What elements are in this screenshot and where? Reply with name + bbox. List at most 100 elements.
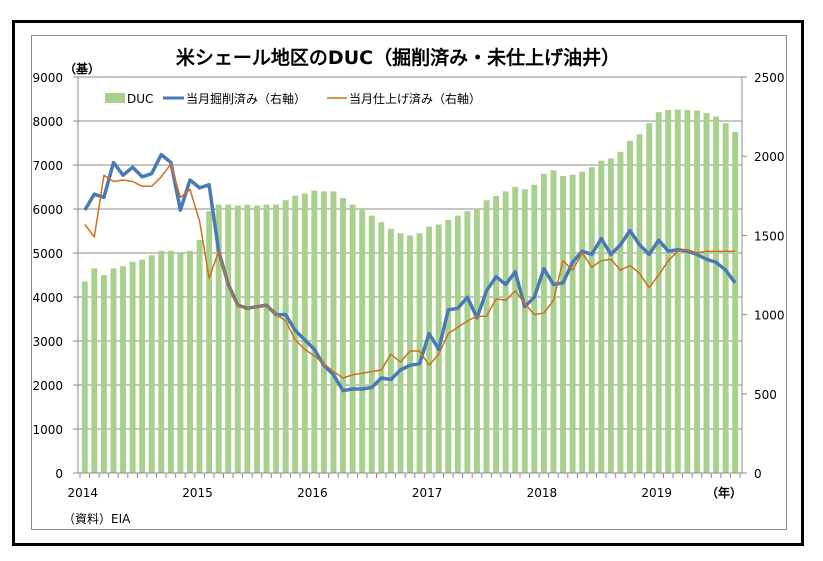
duc-bar (120, 266, 127, 473)
left-tick-label: 4000 (32, 291, 63, 305)
duc-bar (177, 253, 184, 473)
duc-bar (521, 189, 528, 473)
right-tick-label: 500 (754, 388, 777, 402)
duc-bar (340, 198, 347, 473)
duc-bar (139, 259, 146, 473)
left-tick-label: 8000 (32, 115, 63, 129)
right-tick-label: 2500 (754, 71, 785, 85)
duc-bar (512, 187, 519, 473)
duc-bar (493, 195, 500, 474)
duc-bar (674, 109, 681, 473)
legend: DUC 当月掘削済み（右軸） 当月仕上げ済み（右軸） (105, 91, 481, 106)
year-label: 2019 (641, 486, 672, 500)
duc-bars (81, 109, 739, 474)
duc-bar (330, 191, 337, 473)
duc-bar (301, 193, 308, 473)
left-tick-label: 3000 (32, 335, 63, 349)
duc-bar (636, 134, 643, 473)
drilled-line (83, 152, 737, 393)
left-tick-label: 1000 (32, 423, 63, 437)
source-note: （資料）EIA (63, 512, 131, 526)
year-label: 2015 (182, 486, 213, 500)
duc-bar (129, 261, 136, 473)
duc-bar (273, 204, 280, 473)
chart-title: 米シェール地区のDUC（掘削済み・未仕上げ油井） (176, 46, 620, 69)
duc-bar (158, 250, 165, 473)
duc-bar (722, 123, 729, 473)
duc-bar (655, 112, 662, 473)
chart-outer-frame (12, 20, 804, 546)
legend-label-completed: 当月仕上げ済み（右軸） (349, 91, 481, 106)
duc-bar (473, 209, 480, 473)
year-label: 2018 (527, 486, 558, 500)
duc-bar (713, 116, 720, 473)
duc-bar (110, 268, 117, 473)
chart-inner-frame (31, 35, 787, 530)
left-axis-unit: （基） (64, 61, 100, 76)
duc-bar (187, 250, 193, 473)
duc-bar (253, 205, 260, 474)
duc-bar (665, 110, 672, 473)
duc-bar (531, 184, 538, 474)
year-label: 2016 (297, 486, 328, 500)
duc-bar (416, 233, 423, 473)
duc-bar (282, 200, 289, 473)
duc-bar (607, 158, 614, 473)
duc-bar (215, 204, 222, 473)
duc-bar (234, 205, 241, 474)
duc-bar (387, 228, 394, 473)
duc-bar (311, 190, 318, 473)
duc-bar (81, 281, 88, 473)
duc-bar (598, 160, 605, 473)
duc-bar (454, 215, 461, 473)
duc-bar (244, 204, 251, 473)
duc-bar (579, 171, 586, 473)
axes: 0 1000 2000 3000 4000 5000 6000 7000 8000 9000 0 50… (32, 71, 784, 500)
right-tick-label: 1000 (754, 309, 785, 323)
duc-bar (483, 200, 490, 473)
duc-bar (684, 110, 691, 473)
duc-bar (464, 211, 471, 473)
duc-bar (196, 239, 203, 473)
duc-bar (560, 176, 567, 473)
duc-bar (349, 204, 356, 473)
duc-bar (627, 140, 633, 474)
duc-bar (646, 123, 653, 473)
left-tick-label: 7000 (32, 159, 63, 173)
duc-bar (292, 195, 299, 474)
duc-bar (693, 110, 700, 473)
year-label: 2017 (412, 486, 443, 500)
duc-bar (588, 167, 595, 473)
left-tick-label: 6000 (32, 203, 63, 217)
duc-bar (550, 170, 557, 473)
duc-bar (368, 215, 375, 473)
duc-bar (91, 268, 98, 473)
left-tick-label: 5000 (32, 247, 63, 261)
duc-bar (502, 191, 509, 473)
duc-bar (263, 204, 270, 473)
left-tick-label: 0 (55, 467, 63, 481)
year-label: 2014 (68, 486, 99, 500)
duc-bar (397, 233, 404, 473)
duc-bar (569, 174, 576, 473)
duc-bar (426, 226, 433, 473)
duc-bar (378, 222, 385, 473)
duc-bar (617, 151, 624, 474)
right-tick-label: 0 (754, 467, 762, 481)
duc-bar (148, 255, 155, 473)
duc-bar (320, 191, 327, 473)
duc-bar (100, 275, 107, 473)
duc-bar (206, 211, 213, 473)
left-tick-label: 2000 (32, 379, 63, 393)
duc-bar (703, 113, 710, 473)
right-tick-label: 2000 (754, 150, 785, 164)
duc-bar (225, 204, 232, 473)
legend-swatch-duc (105, 93, 125, 103)
x-axis-unit: （年） (706, 485, 742, 500)
completed-line (84, 163, 736, 379)
duc-bar (732, 132, 739, 473)
duc-bar (445, 220, 452, 473)
duc-bar (407, 235, 413, 473)
left-tick-label: 9000 (32, 71, 63, 85)
